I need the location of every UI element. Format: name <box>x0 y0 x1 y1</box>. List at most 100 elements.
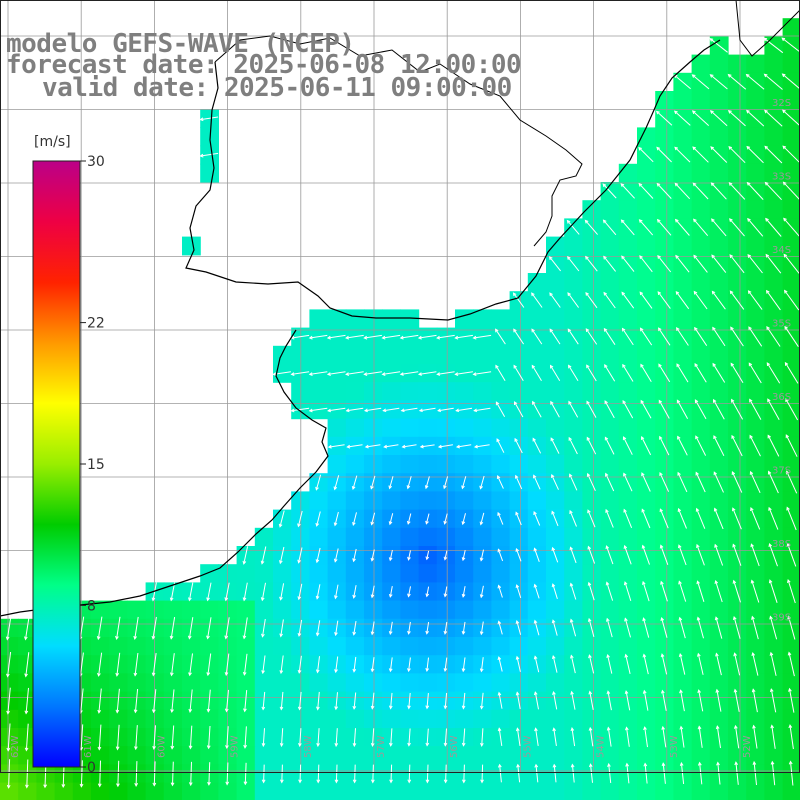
field-cell <box>746 418 765 438</box>
field-cell <box>600 709 620 729</box>
field-cell <box>764 91 784 110</box>
colorbar: [m/s] 0 8 15 22 30 <box>32 134 105 776</box>
wind-arrow <box>298 728 302 748</box>
wind-arrow <box>425 693 430 710</box>
wind-arrow <box>152 761 157 787</box>
wind-arrow <box>770 724 776 749</box>
wind-arrow <box>747 290 763 310</box>
wind-arrow <box>116 760 120 788</box>
wind-arrow <box>370 512 376 526</box>
wind-arrow <box>694 363 707 383</box>
field-cell <box>673 673 693 693</box>
field-cell <box>764 782 784 800</box>
wind-arrow <box>696 580 705 602</box>
field-cell <box>400 746 420 765</box>
field-cell <box>782 127 800 147</box>
field-cell <box>236 746 256 765</box>
field-cell <box>91 746 110 765</box>
field-cell <box>600 600 620 620</box>
wind-arrow <box>659 508 669 529</box>
field-cell <box>709 564 729 583</box>
wind-arrow <box>169 617 176 640</box>
wind-arrow <box>225 726 229 750</box>
wind-arrow <box>642 617 650 638</box>
field-cell <box>382 709 401 729</box>
wind-arrow <box>206 582 212 602</box>
wind-arrow <box>169 653 175 677</box>
field-cell <box>673 382 693 401</box>
field-cell <box>546 345 565 365</box>
field-cell <box>509 455 529 474</box>
wind-arrow <box>345 371 364 376</box>
field-cell <box>582 564 602 583</box>
field-cell <box>273 345 292 365</box>
field-cell <box>109 782 128 800</box>
wind-arrow <box>455 407 473 413</box>
field-cell <box>673 345 693 365</box>
field-cell <box>109 600 128 620</box>
wind-arrow <box>624 690 631 711</box>
field-cell <box>546 455 565 474</box>
field-cell <box>673 527 693 547</box>
field-cell <box>400 709 420 729</box>
wind-arrow <box>389 764 393 784</box>
wind-arrow <box>206 725 211 750</box>
field-cell <box>455 600 474 620</box>
field-cell <box>491 637 511 656</box>
wind-arrow <box>206 653 212 677</box>
wind-arrow <box>784 325 799 347</box>
field-cell <box>564 564 583 583</box>
wind-arrow <box>134 761 139 787</box>
field-cell <box>36 782 56 800</box>
field-cell <box>0 673 19 693</box>
wind-arrow <box>659 544 669 565</box>
field-cell <box>309 382 329 401</box>
wind-arrow <box>115 652 121 677</box>
field-cell <box>600 382 620 401</box>
wind-arrow <box>692 182 709 200</box>
wind-arrow <box>382 407 400 413</box>
field-cell <box>163 782 183 800</box>
field-cell <box>728 54 747 74</box>
wind-arrow <box>297 547 303 564</box>
field-cell <box>637 309 656 329</box>
wind-arrow <box>170 725 175 750</box>
field-cell <box>728 673 747 693</box>
wind-arrow <box>678 616 686 639</box>
field-cell <box>455 345 474 365</box>
field-cell <box>764 382 784 401</box>
field-cell <box>200 600 219 620</box>
wind-arrow <box>768 506 779 530</box>
wind-arrow <box>763 73 783 90</box>
field-cell <box>764 54 784 74</box>
wind-arrow <box>639 327 653 346</box>
colorbar-ramp <box>32 160 81 768</box>
wind-arrow <box>607 762 612 784</box>
field-cell <box>655 163 674 183</box>
wind-arrow <box>199 152 219 158</box>
field-cell <box>600 236 620 256</box>
wind-arrow <box>657 254 672 273</box>
field-cell <box>327 527 347 547</box>
longitude-label: 57W <box>376 735 387 758</box>
field-cell <box>491 345 511 365</box>
wind-arrow <box>334 692 339 711</box>
wind-arrow <box>603 255 616 272</box>
field-cell <box>127 673 147 693</box>
field-cell <box>327 455 347 474</box>
wind-arrow <box>767 434 780 457</box>
field-cell <box>618 782 638 800</box>
field-cell <box>455 455 474 474</box>
wind-arrow <box>676 399 689 419</box>
wind-arrow <box>770 760 776 786</box>
field-cell <box>709 527 729 547</box>
field-cell <box>436 418 456 438</box>
wind-arrow <box>334 728 339 748</box>
field-cell <box>691 418 711 438</box>
field-cell <box>691 54 711 74</box>
field-cell <box>691 91 711 110</box>
wind-arrow <box>788 724 794 750</box>
wind-arrow <box>206 617 212 640</box>
wind-arrow <box>606 617 613 638</box>
wind-arrow <box>643 726 648 748</box>
